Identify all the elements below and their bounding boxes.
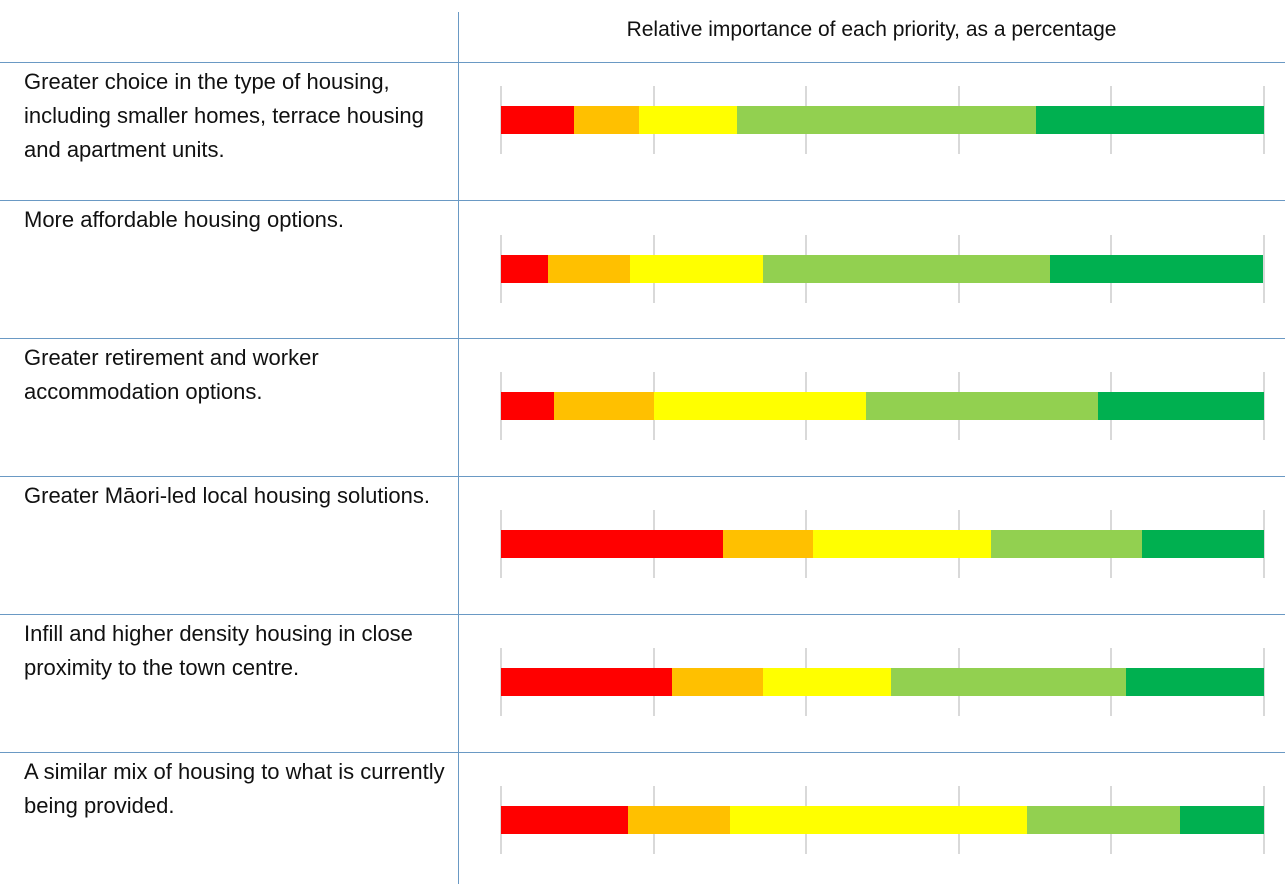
bar-segment [501, 806, 628, 834]
row-divider [0, 614, 1285, 615]
bar-segment [1125, 668, 1264, 696]
bar-segment [1141, 530, 1264, 558]
bar-segment [501, 668, 672, 696]
bar-segment [627, 806, 730, 834]
bar-segment [866, 392, 1098, 420]
row-divider [0, 200, 1285, 201]
row-divider [0, 476, 1285, 477]
bar-segment [813, 530, 991, 558]
row-label: A similar mix of housing to what is curr… [24, 759, 445, 818]
row-label: More affordable housing options. [24, 207, 345, 232]
bar-segment [629, 255, 763, 283]
row-divider [0, 752, 1285, 753]
row-label: Greater Māori-led local housing solution… [24, 483, 430, 508]
bar-segment [1026, 806, 1181, 834]
bar-segment [501, 255, 549, 283]
bar-segment [890, 668, 1126, 696]
column-divider [458, 12, 459, 884]
bar-segment [501, 392, 554, 420]
row-label: Greater retirement and worker accommodat… [24, 345, 319, 404]
grid-line [1263, 372, 1265, 440]
bar-segment [1049, 255, 1264, 283]
bar-segment [548, 255, 630, 283]
bar-segment [639, 106, 737, 134]
grid-line [1263, 510, 1265, 578]
row-label: Greater choice in the type of housing, i… [24, 69, 424, 162]
bar-segment [736, 106, 1036, 134]
bar-segment [501, 530, 724, 558]
bar-segment [553, 392, 654, 420]
chart-title: Relative importance of each priority, as… [626, 18, 1117, 41]
bar-segment [653, 392, 867, 420]
bar-segment [990, 530, 1142, 558]
grid-line [1263, 235, 1265, 303]
bar-segment [729, 806, 1027, 834]
grid-line [1263, 86, 1265, 154]
grid-line [1263, 648, 1265, 716]
bar-segment [574, 106, 640, 134]
row-divider [0, 62, 1285, 63]
bar-segment [723, 530, 814, 558]
bar-segment [1097, 392, 1264, 420]
bar-segment [762, 668, 891, 696]
bar-segment [671, 668, 763, 696]
bar-segment [762, 255, 1050, 283]
grid-line [1263, 786, 1265, 854]
row-label: Infill and higher density housing in clo… [24, 621, 413, 680]
bar-segment [501, 106, 575, 134]
bar-segment [1035, 106, 1264, 134]
bar-segment [1180, 806, 1264, 834]
row-divider [0, 338, 1285, 339]
